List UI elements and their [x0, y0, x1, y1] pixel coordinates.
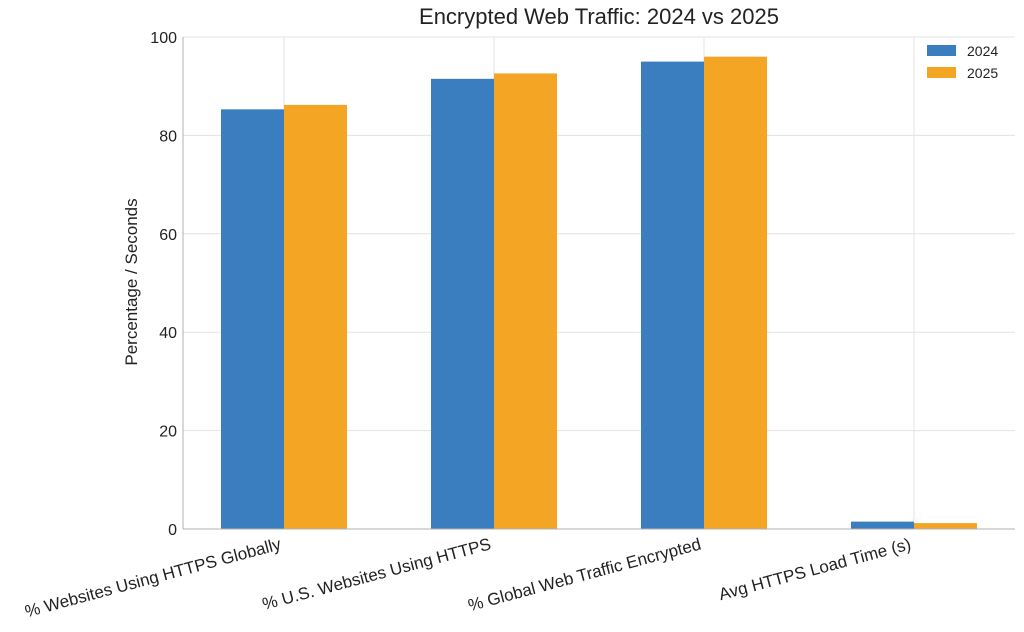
axes — [182, 37, 1015, 530]
chart-title: Encrypted Web Traffic: 2024 vs 2025 — [419, 4, 779, 29]
bar-2025-4[interactable] — [914, 523, 977, 529]
x-tick-label: % U.S. Websites Using HTTPS — [260, 535, 493, 614]
x-tick-labels: % Websites Using HTTPS Globally% U.S. We… — [23, 534, 913, 621]
y-axis-label: Percentage / Seconds — [122, 198, 141, 365]
bar-2025-3[interactable] — [704, 56, 767, 530]
y-tick-label: 40 — [159, 325, 177, 342]
y-tick-label: 0 — [168, 522, 177, 539]
legend-swatch-2024 — [927, 45, 956, 56]
y-tick-label: 20 — [159, 424, 177, 441]
y-tick-labels: 0 20 40 60 80 100 — [150, 30, 177, 539]
bar-2024-1[interactable] — [221, 109, 284, 529]
bar-2025-2[interactable] — [494, 73, 557, 530]
y-tick-label: 60 — [159, 227, 177, 244]
x-tick-label: Avg HTTPS Load Time (s) — [717, 535, 913, 605]
x-tick-label: % Global Web Traffic Encrypted — [466, 535, 703, 616]
y-tick-label: 80 — [159, 128, 177, 145]
legend-label-2024: 2024 — [967, 43, 998, 59]
legend[interactable]: 2024 2025 — [927, 43, 998, 81]
bar-2024-2[interactable] — [431, 78, 494, 529]
bars — [221, 56, 977, 530]
bar-2025-1[interactable] — [284, 104, 347, 530]
legend-swatch-2025 — [927, 67, 956, 78]
bar-2024-3[interactable] — [641, 61, 704, 529]
x-tick-label: % Websites Using HTTPS Globally — [23, 534, 284, 621]
legend-label-2025: 2025 — [967, 65, 998, 81]
y-tick-label: 100 — [150, 30, 177, 47]
bar-2024-4[interactable] — [851, 521, 914, 529]
